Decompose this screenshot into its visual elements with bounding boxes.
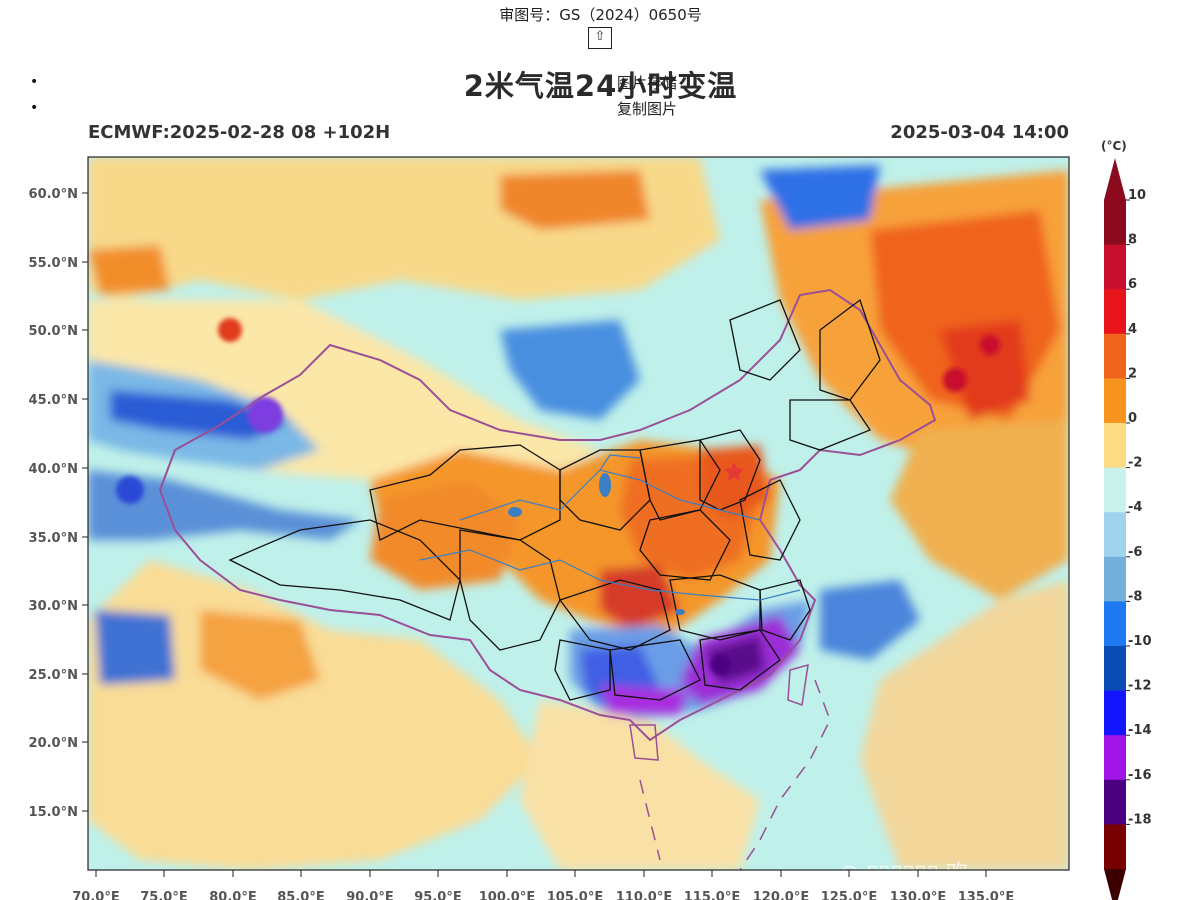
colorbar-bin xyxy=(1104,467,1126,513)
colorbar-unit: (°C) xyxy=(1101,139,1127,153)
rivers xyxy=(419,454,801,601)
lat-label: 50.0°N xyxy=(29,324,78,339)
lon-label: 100.0°E xyxy=(479,890,536,900)
colorbar-tick-label: -10 xyxy=(1128,634,1152,649)
colorbar-tick-label: 0 xyxy=(1128,411,1137,426)
valid-time-label: 2025-03-04 14:00 xyxy=(890,122,1069,143)
lon-label: 105.0°E xyxy=(547,890,604,900)
bullet-icon: • xyxy=(30,74,39,90)
lat-label: 20.0°N xyxy=(29,736,78,751)
lon-label: 95.0°E xyxy=(414,890,461,900)
colorbar-bin xyxy=(1104,824,1126,870)
map-title: 2米气温24小时变温 xyxy=(463,69,738,103)
star-icon xyxy=(724,462,744,481)
lat-label: 45.0°N xyxy=(29,393,78,408)
colorbar-bin xyxy=(1104,690,1126,736)
colorbar-bin xyxy=(1104,244,1126,290)
colorbar-bin xyxy=(1104,601,1126,647)
detail-fill-layer xyxy=(116,318,1000,675)
lon-label: 115.0°E xyxy=(684,890,741,900)
lon-label: 80.0°E xyxy=(209,890,256,900)
lat-label: 40.0°N xyxy=(29,462,78,477)
colorbar-top-arrow xyxy=(1104,158,1126,200)
colorbar-bin xyxy=(1104,512,1126,558)
lake xyxy=(675,609,685,615)
lon-label: 120.0°E xyxy=(753,890,810,900)
temperature-fill-layer xyxy=(88,157,1069,870)
longitude-axis: 70.0°E 75.0°E 80.0°E 85.0°E 90.0°E 95.0°… xyxy=(72,870,1014,900)
colorbar-tick-label: 6 xyxy=(1128,277,1137,292)
lon-label: 135.0°E xyxy=(958,890,1015,900)
menu-item-save-image-label[interactable]: 图片存储 xyxy=(616,74,677,92)
bullet-icon: • xyxy=(30,100,39,116)
lon-label: 85.0°E xyxy=(277,890,324,900)
colorbar-bin xyxy=(1104,378,1126,424)
lake xyxy=(508,507,522,517)
lat-label: 25.0°N xyxy=(29,668,78,683)
maritime-boundary xyxy=(639,679,831,870)
lat-label: 60.0°N xyxy=(29,187,78,202)
colorbar-tick-label: -6 xyxy=(1128,545,1142,560)
colorbar-bin xyxy=(1104,333,1126,379)
lat-label: 15.0°N xyxy=(29,805,78,820)
lon-label: 125.0°E xyxy=(821,890,878,900)
hainan-border xyxy=(629,724,659,761)
lon-label: 130.0°E xyxy=(890,890,947,900)
colorbar-tick-label: 2 xyxy=(1128,366,1137,381)
colorbar-tick-label: -2 xyxy=(1128,456,1142,471)
colorbar-tick-label: -4 xyxy=(1128,500,1142,515)
map-frame xyxy=(87,156,1070,871)
menu-item-copy-image-label[interactable]: 复制图片 xyxy=(616,100,677,118)
colorbar-tick-label: -16 xyxy=(1128,768,1152,783)
lat-label: 55.0°N xyxy=(29,256,78,271)
country-border xyxy=(158,288,937,742)
lon-label: 70.0°E xyxy=(72,890,119,900)
colorbar-bin xyxy=(1104,556,1126,602)
map-approval-number: 审图号：GS（2024）0650号 xyxy=(499,6,702,24)
lat-label: 35.0°N xyxy=(29,531,78,546)
colorbar-bin xyxy=(1104,646,1126,692)
colorbar: 10 8 6 4 2 0 -2 -4 -6 -8 -10 -12 -14 -16 -18 xyxy=(1104,158,1152,900)
up-arrow-icon: ⇧ xyxy=(594,29,606,44)
colorbar-tick-label: -14 xyxy=(1128,723,1152,738)
colorbar-tick-label: 4 xyxy=(1128,322,1137,337)
model-run-label: ECMWF:2025-02-28 08 +102H xyxy=(88,122,391,143)
colorbar-tick-label: 10 xyxy=(1128,188,1146,203)
lat-label: 30.0°N xyxy=(29,599,78,614)
colorbar-tick-label: -18 xyxy=(1128,812,1152,827)
colorbar-tick-label: 8 xyxy=(1128,233,1137,248)
lake xyxy=(599,473,611,497)
temperature-change-map: ◎ ▯▯▯▯▯▯ 欢 xyxy=(88,157,1069,886)
lon-label: 75.0°E xyxy=(140,890,187,900)
colorbar-bin xyxy=(1104,735,1126,781)
colorbar-tick-label: -12 xyxy=(1128,679,1152,694)
colorbar-bin xyxy=(1104,289,1126,335)
taiwan-border xyxy=(787,663,809,707)
latitude-axis: 60.0°N 55.0°N 50.0°N 45.0°N 40.0°N 35.0°… xyxy=(29,187,88,820)
lon-label: 90.0°E xyxy=(346,890,393,900)
colorbar-bin xyxy=(1104,779,1126,825)
colorbar-bottom-arrow xyxy=(1104,869,1126,900)
colorbar-tick-label: -8 xyxy=(1128,589,1142,604)
scroll-up-button[interactable]: ⇧ xyxy=(588,27,612,49)
watermark: ◎ ▯▯▯▯▯▯ 欢 xyxy=(840,861,968,886)
colorbar-bin xyxy=(1104,423,1126,469)
lon-label: 110.0°E xyxy=(616,890,673,900)
colorbar-bin xyxy=(1104,200,1126,246)
province-borders xyxy=(228,298,881,701)
